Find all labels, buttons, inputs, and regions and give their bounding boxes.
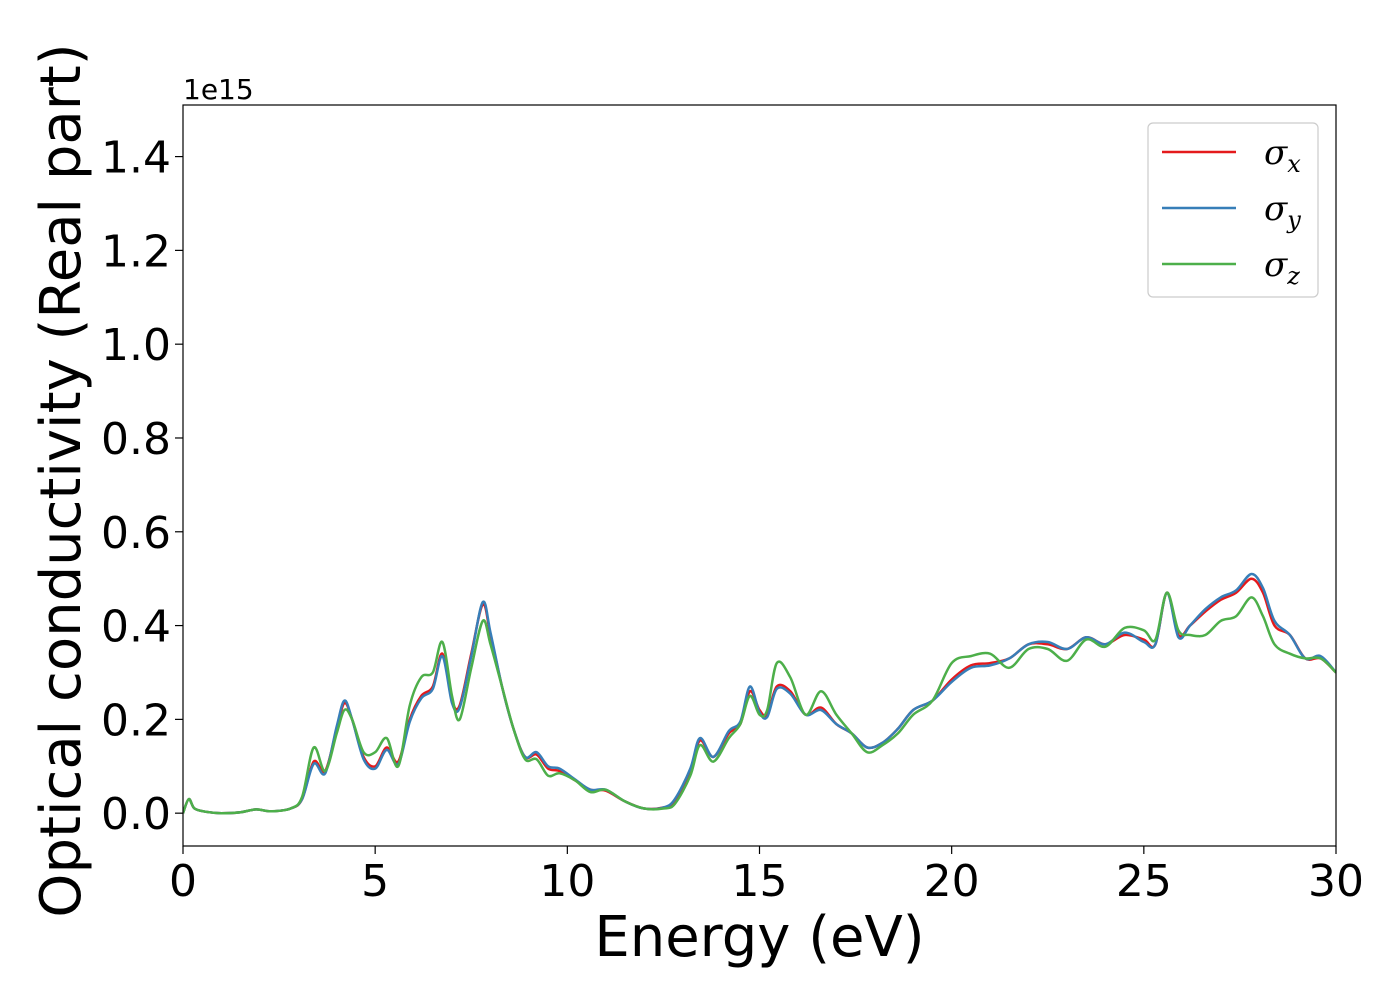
- x-tick-label: 25: [1116, 856, 1172, 907]
- x-tick-label: 10: [539, 856, 595, 907]
- legend-box: [1147, 122, 1319, 298]
- y-tick-label: 0.4: [101, 602, 171, 653]
- y-tick-label: 0.6: [101, 508, 171, 559]
- legend-entry-x: σx: [1264, 133, 1301, 178]
- y-tick-label: 1.2: [101, 226, 171, 277]
- y-offset-label: 1e15: [183, 73, 254, 106]
- legend-entry-y: σy: [1264, 189, 1301, 234]
- x-axis-label: Energy (eV): [594, 905, 924, 970]
- x-tick-label: 15: [732, 856, 788, 907]
- x-tick-label: 20: [924, 856, 980, 907]
- legend-entry-z: σz: [1264, 245, 1300, 290]
- y-axis-ticks: 0.0 0.2 0.4 0.6 0.8 1.0 1.2 1.4: [101, 133, 183, 840]
- legend: σx σy σz: [1147, 122, 1319, 298]
- y-tick-label: 0.0: [101, 789, 171, 840]
- y-tick-label: 0.2: [101, 695, 171, 746]
- y-tick-label: 0.8: [101, 414, 171, 465]
- x-tick-label: 30: [1308, 856, 1364, 907]
- x-axis-ticks: 0 5 10 15 20 25 30: [169, 846, 1364, 907]
- y-tick-label: 1.4: [101, 133, 171, 184]
- x-tick-label: 0: [169, 856, 197, 907]
- y-axis-label: Optical conductivity (Real part): [29, 43, 94, 917]
- series-line-z: [183, 591, 1336, 815]
- series-lines: [183, 572, 1336, 815]
- y-tick-label: 1.0: [101, 320, 171, 371]
- x-tick-label: 5: [361, 856, 389, 907]
- series-line-x: [183, 577, 1336, 815]
